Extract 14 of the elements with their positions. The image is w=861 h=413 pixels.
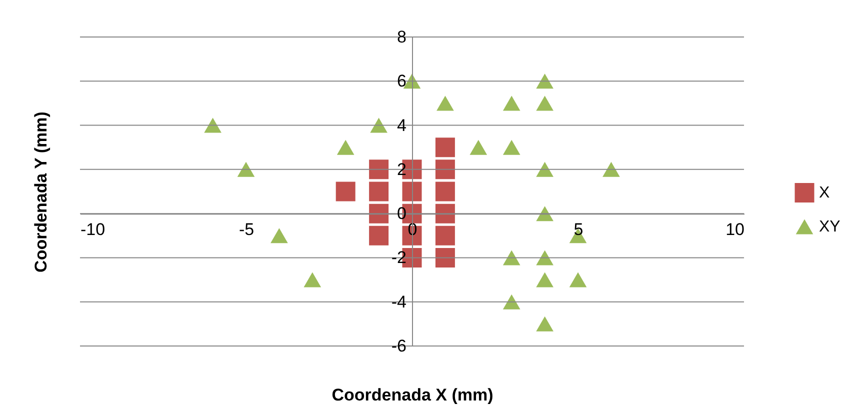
x-tick-label: -10: [80, 220, 106, 240]
y-tick-label: 6: [397, 72, 406, 91]
y-axis-title: Coordenada Y (mm): [32, 112, 50, 272]
x-axis-title: Coordenada X (mm): [332, 386, 494, 404]
legend-label: XY: [819, 218, 841, 236]
y-tick-label: -6: [391, 336, 406, 356]
x-tick-label: 10: [726, 220, 744, 240]
y-tick-label: 2: [397, 160, 406, 179]
y-tick-label: 0: [397, 204, 406, 224]
y-tick-label: -4: [391, 292, 406, 312]
y-tick-label: 8: [397, 28, 406, 46]
y-tick-label: 4: [397, 116, 406, 135]
x-tick-label: -5: [238, 220, 254, 240]
legend-label: X: [819, 184, 830, 202]
